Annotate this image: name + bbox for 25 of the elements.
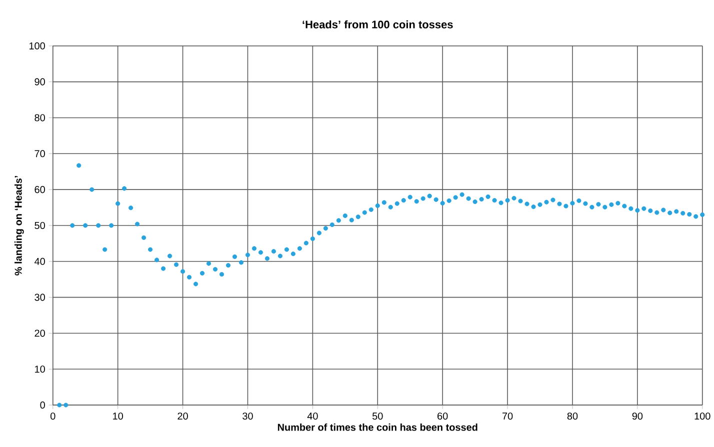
- y-tick-label: 20: [34, 330, 45, 337]
- x-tick-label: 0: [50, 412, 56, 420]
- y-tick-label: 90: [34, 78, 45, 86]
- x-tick-label: 50: [372, 412, 383, 420]
- y-tick-label: 70: [34, 150, 45, 158]
- y-tick-label: 50: [34, 222, 45, 230]
- x-tick-label: 60: [438, 412, 448, 420]
- x-axis-title: Number of times the coin has been tossed: [278, 424, 478, 431]
- y-tick-label: 100: [29, 42, 45, 50]
- x-tick-label: 40: [307, 412, 318, 420]
- y-tick-label: 40: [34, 258, 45, 265]
- x-tick-label: 70: [502, 412, 513, 420]
- y-tick-label: 80: [34, 114, 45, 122]
- y-axis-title: % landing on ‘Heads’: [14, 176, 24, 276]
- x-tick-label: 90: [632, 412, 643, 420]
- x-tick-label: 30: [242, 412, 253, 420]
- y-tick-label: 60: [34, 186, 45, 194]
- x-tick-label: 100: [694, 412, 710, 420]
- x-tick-label: 80: [567, 412, 578, 420]
- x-tick-label: 20: [178, 412, 188, 420]
- y-tick-label: 10: [35, 366, 45, 373]
- x-tick-label: 10: [113, 412, 123, 420]
- y-tick-label: 30: [34, 294, 45, 301]
- y-tick-label: 0: [40, 402, 45, 409]
- chart-title: ‘Heads’ from 100 coin tosses: [302, 20, 453, 28]
